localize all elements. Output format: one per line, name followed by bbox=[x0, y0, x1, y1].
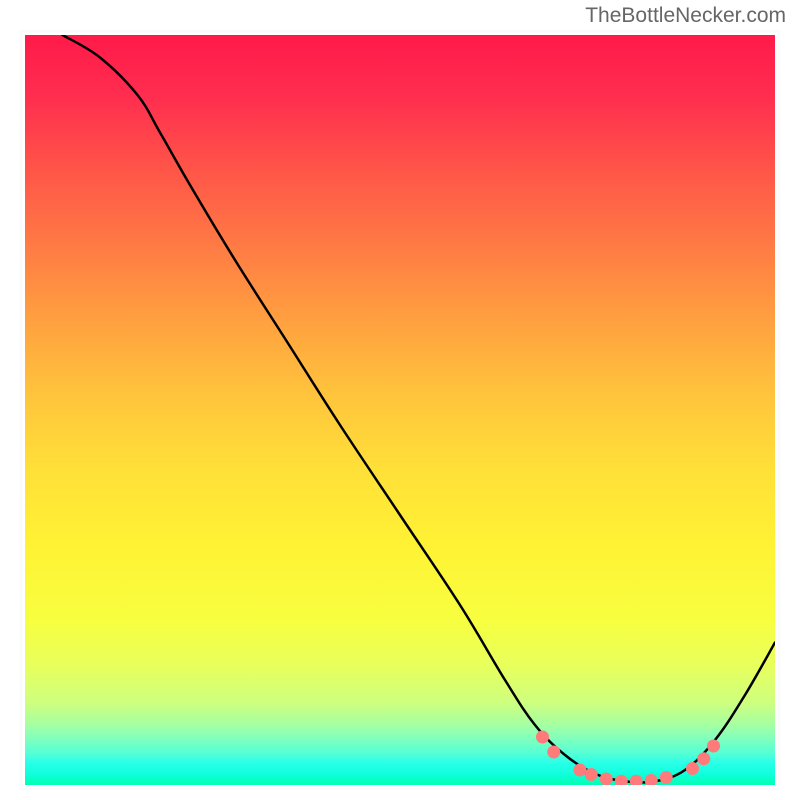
watermark-text: TheBottleNecker.com bbox=[585, 4, 786, 28]
chart-svg bbox=[20, 30, 780, 790]
chart-area bbox=[20, 30, 780, 790]
